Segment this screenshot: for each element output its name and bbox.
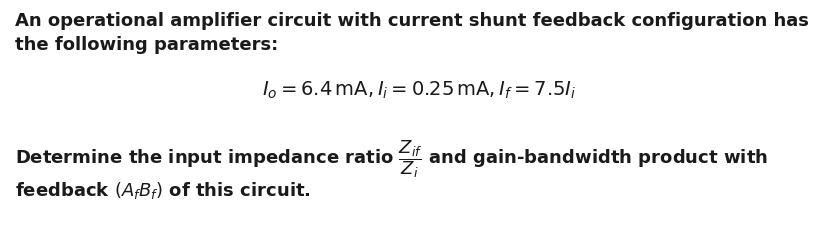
Text: An operational amplifier circuit with current shunt feedback configuration has: An operational amplifier circuit with cu…: [15, 12, 809, 30]
Text: the following parameters:: the following parameters:: [15, 36, 279, 54]
Text: Determine the input impedance ratio $\dfrac{Z_{if}}{Z_i}$ and gain-bandwidth pro: Determine the input impedance ratio $\df…: [15, 137, 769, 179]
Text: $I_o = 6.4\,\mathrm{mA}, I_i = 0.25\,\mathrm{mA}, I_f = 7.5I_i$: $I_o = 6.4\,\mathrm{mA}, I_i = 0.25\,\ma…: [263, 80, 576, 101]
Text: feedback $(A_f B_f)$ of this circuit.: feedback $(A_f B_f)$ of this circuit.: [15, 179, 311, 200]
